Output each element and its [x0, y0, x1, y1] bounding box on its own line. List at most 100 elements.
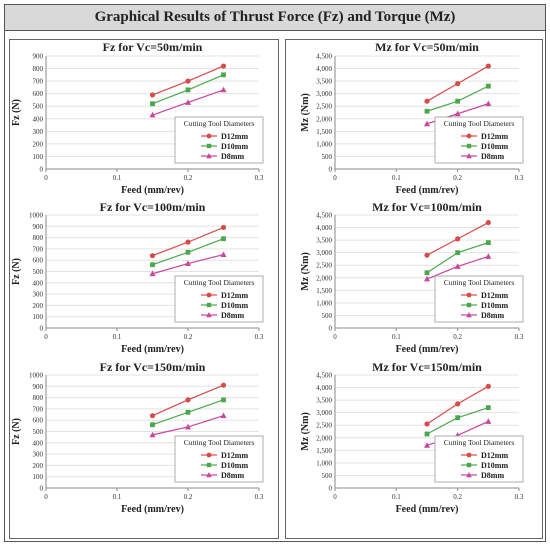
legend-label: D12mm	[481, 132, 508, 141]
legend-marker	[206, 292, 212, 298]
data-point	[455, 81, 461, 87]
data-point	[220, 86, 227, 93]
y-tick-label: 0	[40, 166, 44, 174]
legend-label: D12mm	[221, 132, 248, 141]
x-tick-label: 0.3	[515, 333, 524, 341]
x-tick-label: 0.3	[255, 333, 264, 341]
y-tick-label: 4,000	[316, 384, 332, 392]
legend-box	[434, 116, 524, 164]
y-tick-label: 100	[33, 313, 44, 321]
page-title: Graphical Results of Thrust Force (Fz) a…	[94, 9, 456, 25]
series-line-d10mm	[426, 85, 489, 112]
legend-marker	[206, 462, 212, 468]
data-point	[485, 83, 491, 89]
chart-title: Mz for Vc=150m/min	[372, 360, 482, 374]
x-tick-label: 0.2	[184, 174, 193, 182]
legend-title: Cutting Tool Diameters	[444, 438, 515, 447]
y-tick-label: 400	[33, 279, 44, 287]
data-point	[185, 239, 191, 245]
legend-marker	[466, 312, 472, 318]
data-point	[455, 415, 461, 421]
legend-marker	[206, 302, 212, 308]
legend-marker	[466, 472, 472, 478]
y-tick-label: 1,000	[316, 140, 332, 148]
legend-label: D12mm	[481, 291, 508, 300]
data-point	[185, 397, 191, 403]
y-tick-label: 0	[329, 325, 333, 333]
series-line-d10mm	[426, 407, 489, 435]
data-point	[424, 252, 430, 258]
y-tick-label: 4,000	[316, 65, 332, 73]
y-tick-label: 1,000	[316, 299, 332, 307]
data-point	[455, 98, 461, 104]
y-tick-label: 2,500	[316, 103, 332, 111]
y-tick-label: 900	[33, 223, 44, 231]
data-point	[221, 397, 226, 403]
y-tick-label: 1,500	[316, 128, 332, 136]
x-tick-label: 0	[333, 493, 337, 501]
y-tick-label: 2,000	[316, 115, 332, 123]
x-axis-label: Feed (mm/rev)	[121, 185, 184, 196]
x-tick-label: 0.2	[453, 493, 462, 501]
x-tick-label: 0.2	[453, 333, 462, 341]
data-point	[221, 236, 226, 242]
legend-title: Cutting Tool Diameters	[184, 119, 255, 128]
data-point	[485, 63, 491, 69]
y-tick-label: 4,000	[316, 224, 332, 232]
data-point	[454, 263, 461, 269]
y-tick-label: 600	[33, 417, 44, 425]
data-point	[424, 275, 430, 282]
y-tick-label: 3,500	[316, 397, 332, 405]
data-point	[185, 99, 191, 105]
legend-label: D10mm	[221, 142, 248, 151]
y-tick-label: 100	[33, 153, 44, 161]
legend-label: D12mm	[481, 451, 508, 460]
y-tick-label: 2,000	[316, 274, 332, 282]
legend-box	[174, 116, 264, 164]
legend-label: D10mm	[221, 301, 248, 310]
y-tick-label: 900	[33, 383, 44, 391]
y-tick-label: 0	[329, 166, 333, 174]
data-point	[454, 110, 461, 117]
y-tick-label: 2,500	[316, 262, 332, 270]
y-tick-label: 300	[33, 128, 44, 136]
y-tick-label: 500	[33, 428, 44, 436]
y-tick-label: 400	[33, 439, 44, 447]
y-tick-label: 800	[33, 65, 44, 73]
data-point	[150, 262, 155, 268]
y-tick-label: 2,500	[316, 422, 332, 430]
data-point	[424, 98, 430, 104]
y-axis-label: Fz (N)	[11, 258, 22, 285]
x-tick-label: 0.1	[113, 333, 122, 341]
x-tick-label: 0.1	[392, 333, 401, 341]
legend-marker	[206, 143, 212, 149]
data-point	[455, 236, 461, 242]
legend-marker	[466, 133, 472, 139]
y-tick-label: 900	[33, 53, 44, 61]
x-tick-label: 0.2	[184, 333, 193, 341]
data-point	[424, 431, 430, 437]
data-point	[424, 120, 430, 127]
legend-label: D10mm	[481, 461, 508, 470]
data-point	[185, 409, 191, 415]
data-point	[220, 412, 227, 419]
title-bar: Graphical Results of Thrust Force (Fz) a…	[5, 5, 545, 31]
y-tick-label: 2,000	[316, 434, 332, 442]
y-tick-label: 800	[33, 394, 44, 402]
data-point	[221, 72, 226, 78]
data-point	[185, 423, 191, 430]
y-tick-label: 500	[33, 268, 44, 276]
y-tick-label: 1,500	[316, 447, 332, 455]
chart-2: Mz for Vc=50m/min 0 500 1,000 1,500 2,000 2,50…	[300, 40, 524, 196]
data-point	[485, 383, 491, 389]
y-tick-label: 0	[40, 485, 44, 493]
data-point	[149, 253, 156, 259]
chart-title: Mz for Vc=100m/min	[372, 200, 482, 214]
data-point	[185, 78, 191, 84]
x-tick-label: 0.2	[453, 174, 462, 182]
y-axis-label: Mz (Nm)	[300, 93, 311, 132]
data-point	[149, 413, 156, 419]
y-tick-label: 3,000	[316, 409, 332, 417]
